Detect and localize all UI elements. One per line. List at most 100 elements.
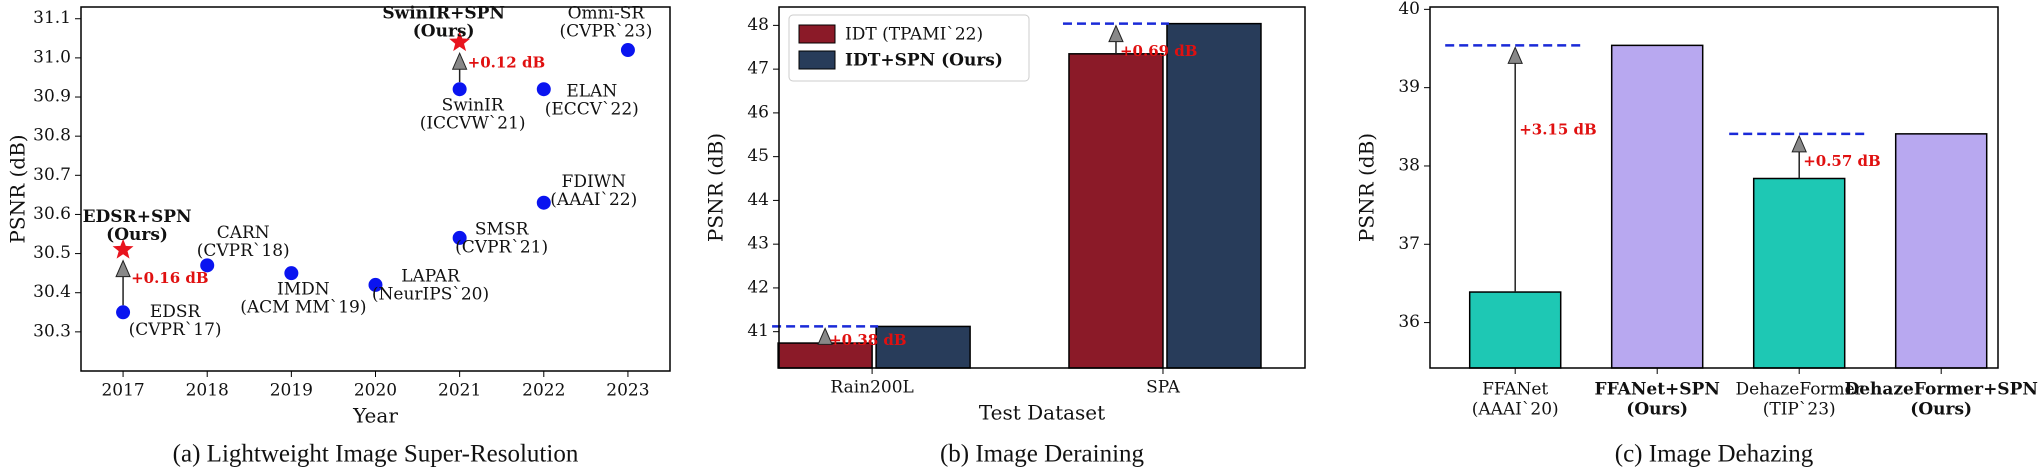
gain-label: +0.57 dB <box>1803 152 1881 170</box>
x-tick-label: Rain200L <box>830 378 913 398</box>
legend-swatch <box>798 50 836 70</box>
star-point <box>449 31 471 52</box>
point-label: SwinIR <box>442 96 505 116</box>
point-label: SMSR <box>475 219 530 239</box>
point-label: (CVPR`23) <box>559 22 652 42</box>
x-tick-label: 2020 <box>354 381 397 401</box>
y-tick-label: 30.3 <box>33 321 71 341</box>
gain-label: +0.38 dB <box>829 331 907 349</box>
y-axis-label: PSNR (dB) <box>1355 133 1379 242</box>
legend-box <box>788 14 1030 82</box>
point-label: Omni-SR <box>568 4 646 24</box>
y-tick-label: 47 <box>747 59 769 79</box>
plot-frame <box>1429 6 1999 369</box>
point-label: EDSR <box>150 302 202 322</box>
x-tick-label: 2018 <box>186 381 229 401</box>
point <box>452 230 467 245</box>
bar <box>1610 44 1704 369</box>
point-label: CARN <box>217 223 270 243</box>
y-tick-label: 43 <box>747 234 769 254</box>
y-tick-label: 30.5 <box>33 243 71 263</box>
point <box>368 277 383 292</box>
point <box>536 82 551 97</box>
point-label: (ACM MM`19) <box>240 298 366 318</box>
x-tick-label: FFANet+SPN <box>1595 380 1720 400</box>
plot-frame <box>778 6 1306 369</box>
point <box>536 195 551 210</box>
gain-label: +0.16 dB <box>131 269 209 287</box>
point-label: (Ours) <box>106 225 168 245</box>
y-tick-label: 46 <box>747 102 769 122</box>
point <box>116 305 131 320</box>
x-tick-label: (Ours) <box>1626 400 1688 420</box>
point-label: LAPAR <box>401 266 461 286</box>
gain-arrow-head <box>817 327 833 345</box>
point <box>620 43 635 58</box>
x-tick-label: (Ours) <box>1910 400 1972 420</box>
caption: (c) Image Dehazing <box>1615 441 1814 468</box>
point-label: IMDN <box>277 280 330 300</box>
y-tick-label: 30.9 <box>33 87 71 107</box>
point <box>284 266 299 281</box>
point-label: ELAN <box>566 82 617 102</box>
x-axis-label: Test Dataset <box>979 401 1105 425</box>
x-tick-label: 2023 <box>606 381 649 401</box>
y-tick-label: 30.4 <box>33 282 71 302</box>
x-tick-label: 2019 <box>270 381 313 401</box>
x-tick-label: (AAAI`20) <box>1472 400 1559 420</box>
y-tick-label: 30.8 <box>33 126 71 146</box>
point-label: (Ours) <box>413 22 475 42</box>
y-tick-label: 31.1 <box>33 8 71 28</box>
gain-label: +0.12 dB <box>468 54 545 72</box>
point-label: (CVPR`18) <box>197 241 290 261</box>
y-tick-label: 45 <box>747 146 769 166</box>
point-label: FDIWN <box>562 172 627 192</box>
gain-arrow-head <box>1108 24 1124 43</box>
x-tick-label: (TIP`23) <box>1763 400 1836 420</box>
y-tick-label: 48 <box>747 15 769 35</box>
point <box>200 258 215 273</box>
legend-label: IDT (TPAMI`22) <box>845 25 983 45</box>
x-tick-label: DehazeFormer <box>1736 380 1864 400</box>
y-tick-label: 39 <box>1398 77 1420 97</box>
gain-label: +3.15 dB <box>1519 120 1597 138</box>
point-label: (AAAI`22) <box>550 190 637 210</box>
legend-swatch <box>798 24 836 44</box>
y-tick-label: 40 <box>1398 0 1420 19</box>
gain-label: +0.69 dB <box>1120 42 1198 60</box>
gain-arrow-head <box>115 259 131 278</box>
y-tick-label: 42 <box>747 277 769 297</box>
y-axis-label: PSNR (dB) <box>6 134 30 243</box>
point-label: EDSR+SPN <box>83 207 192 227</box>
x-tick-label: 2021 <box>438 381 481 401</box>
gain-arrow-head <box>451 51 468 70</box>
caption: (a) Lightweight Image Super-Resolution <box>173 441 579 468</box>
point-label: (ECCV`22) <box>545 100 639 120</box>
bar <box>1166 22 1262 369</box>
bar <box>1752 177 1846 369</box>
x-tick-label: DehazeFormer+SPN <box>1844 380 2037 400</box>
bar <box>1468 291 1562 369</box>
y-axis-label: PSNR (dB) <box>704 133 728 242</box>
point-label: (CVPR`21) <box>455 237 548 257</box>
y-tick-label: 41 <box>747 321 769 341</box>
plot-frame <box>80 6 671 372</box>
bar <box>1068 53 1164 369</box>
y-tick-label: 30.7 <box>33 165 71 185</box>
y-tick-label: 38 <box>1398 155 1420 175</box>
x-axis-label: Year <box>352 404 398 428</box>
star-point <box>112 238 134 259</box>
point <box>452 82 467 97</box>
y-tick-label: 44 <box>747 190 769 210</box>
x-tick-label: 2017 <box>101 381 144 401</box>
point-label: (ICCVW`21) <box>420 114 526 134</box>
legend-label: IDT+SPN (Ours) <box>845 51 1003 71</box>
gain-arrow-head <box>1791 134 1807 153</box>
bar <box>1894 133 1988 369</box>
point-label: SwinIR+SPN <box>382 4 505 24</box>
x-tick-label: 2022 <box>522 381 565 401</box>
point-label: (CVPR`17) <box>129 320 222 340</box>
bar <box>875 325 971 369</box>
point-label: (NeurIPS`20) <box>372 284 489 304</box>
